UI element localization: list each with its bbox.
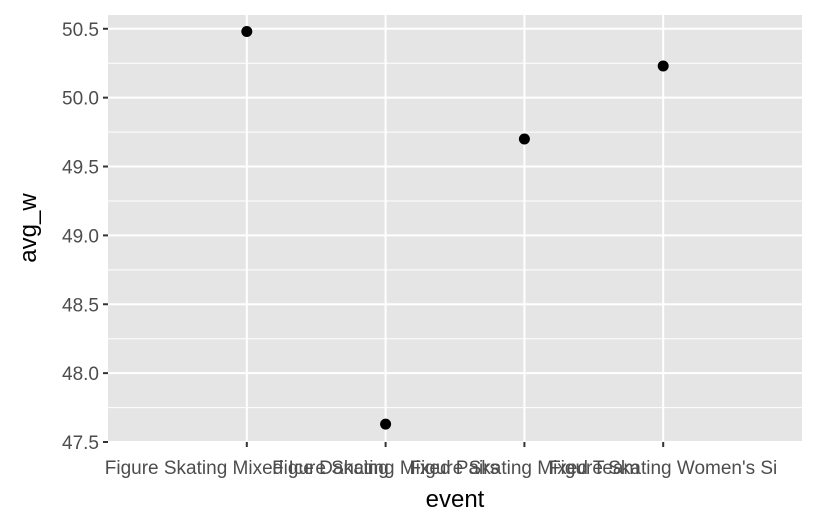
x-axis-title: event — [426, 486, 485, 513]
y-tick-label: 50.5 — [62, 20, 99, 41]
major-gridlines — [108, 15, 802, 443]
plot-panel — [108, 15, 802, 442]
y-axis-ticks: 47.5 48.0 48.5 49.0 49.5 50.0 50.5 — [62, 20, 108, 454]
data-point — [657, 60, 669, 72]
x-tick-label: Figure Skating Mixed Pairs — [272, 458, 499, 479]
y-axis-title: avg_w — [15, 193, 42, 263]
x-tick-label: Figure Skating Women's Si — [549, 458, 777, 479]
x-tick-label: Figure Skating Mixed Ice Dancing — [105, 458, 389, 479]
data-point — [518, 133, 530, 145]
data-points — [241, 26, 669, 430]
y-tick-label: 49.5 — [62, 158, 99, 179]
y-tick-label: 47.5 — [62, 433, 99, 454]
y-tick-label: 48.5 — [62, 295, 99, 316]
data-point — [241, 26, 253, 38]
data-point — [380, 418, 392, 430]
y-tick-label: 49.0 — [62, 226, 99, 247]
y-tick-label: 50.0 — [62, 89, 99, 110]
y-tick-label: 48.0 — [62, 364, 99, 385]
minor-gridlines — [108, 62, 802, 409]
x-tick-label: Figure Skating Mixed Team — [409, 458, 639, 479]
